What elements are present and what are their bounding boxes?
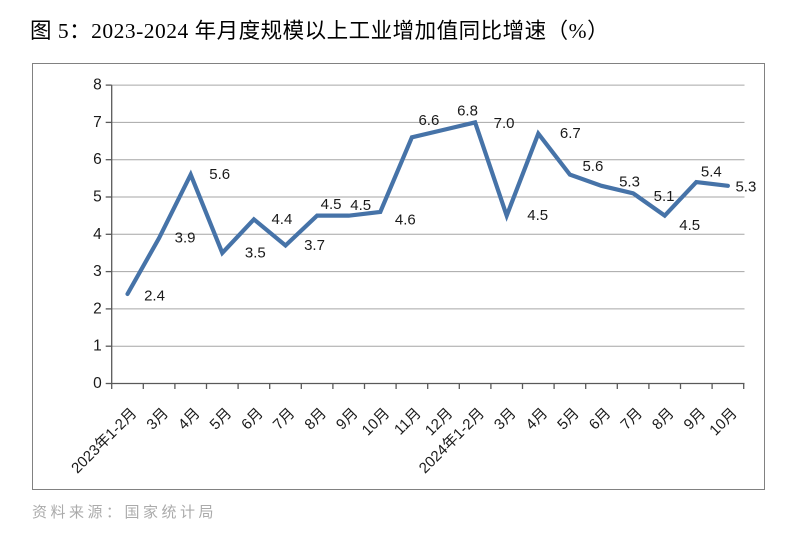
x-axis-label: 2023年1-2月 [68,405,140,477]
x-axis-label: 10月 [359,405,393,439]
x-axis-label: 7月 [270,405,299,434]
data-point-label: 7.0 [494,115,515,132]
data-point-label: 6.7 [560,125,581,142]
x-axis-label: 4月 [523,405,552,434]
source-note: 资料来源：国家统计局 [32,505,218,521]
data-point-label: 4.5 [350,197,371,214]
y-axis-label: 6 [93,151,102,168]
data-point-label: 5.3 [619,173,640,190]
data-point-label: 6.8 [457,102,478,119]
x-axis-label: 3月 [143,405,172,434]
y-axis-label: 2 [93,300,102,317]
x-axis-label: 7月 [617,405,646,434]
x-axis-label: 9月 [681,405,710,434]
data-point-label: 5.6 [209,166,230,183]
data-point-label: 3.9 [175,230,196,247]
y-axis-label: 4 [93,226,102,243]
data-point-label: 4.6 [395,211,416,228]
data-point-label: 5.6 [582,158,603,175]
y-axis-label: 0 [93,375,102,392]
x-axis-label: 10月 [706,405,740,439]
x-axis-label: 4月 [175,405,204,434]
data-point-label: 6.6 [418,112,439,129]
x-axis-label: 9月 [333,405,362,434]
x-axis-label: 6月 [586,405,615,434]
data-point-label: 4.5 [527,207,548,224]
data-point-label: 4.5 [321,196,342,213]
chart-frame: 0 1 2 3 4 5 6 7 8 2023年1-2月 3月 4月 5月 6月 7月 8月 9月 10月 11月 12… [32,63,765,490]
x-axis-label: 5月 [554,405,583,434]
data-line [125,119,731,297]
data-point-label: 3.5 [245,244,266,261]
y-axis-label: 1 [93,338,102,355]
data-point-label: 3.7 [304,237,325,254]
y-axis-label: 3 [93,263,102,280]
y-axis-label: 8 [93,77,102,94]
x-axis-label: 11月 [391,405,425,439]
y-axis-label: 7 [93,114,102,131]
x-axis-label: 8月 [649,405,678,434]
data-point-label: 5.4 [701,164,722,181]
data-point-label: 5.3 [735,178,756,195]
data-point-label: 2.4 [144,287,165,304]
x-axis-label: 6月 [238,405,267,434]
data-point-label: 4.4 [271,211,292,228]
y-axis-label: 5 [93,189,102,206]
figure-title: 图 5：2023-2024 年月度规模以上工业增加值同比增速（%） [30,19,610,43]
x-axis-label: 8月 [301,405,330,434]
data-point-label: 5.1 [654,188,675,205]
data-point-label: 4.5 [679,217,700,234]
x-axis-label: 3月 [491,405,520,434]
x-axis-label: 5月 [207,405,236,434]
